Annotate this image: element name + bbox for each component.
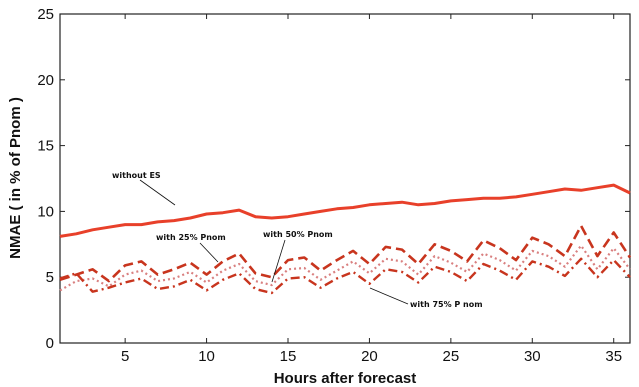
annotation-without-es-pointer [139, 179, 176, 206]
y-tick-label: 0 [46, 335, 54, 352]
x-axis-label: Hours after forecast [274, 370, 417, 387]
x-tick-label: 35 [605, 348, 622, 365]
series-layer [59, 183, 632, 295]
series-line-with-50-pnom [59, 244, 631, 292]
series-line-with-75-p-nom [59, 257, 631, 295]
series-line-without-es [59, 183, 631, 238]
y-tick-label: 15 [37, 138, 54, 155]
series-line-with-25-pnom [59, 224, 632, 283]
annotation-75-pnom: with 75% P nom [410, 300, 483, 309]
x-tick-label: 15 [280, 348, 297, 365]
x-tick-label: 20 [361, 348, 378, 365]
y-tick-label: 5 [46, 269, 54, 286]
y-axis-ticks: 0 5 10 15 20 25 [37, 6, 630, 352]
y-axis-label: NMAE ( in % of Pnom ) [7, 97, 24, 259]
annotation-25-pnom-pointer [199, 242, 219, 263]
annotation-50-pnom-pointer [271, 239, 286, 283]
y-tick-label: 10 [37, 203, 54, 220]
x-tick-label: 10 [198, 348, 215, 365]
annotation-50-pnom: with 50% Pnom [263, 230, 333, 239]
x-tick-label: 5 [121, 348, 129, 365]
x-axis-ticks: 5 10 15 20 25 30 35 [121, 14, 622, 365]
annotation-75-pnom-pointer [369, 287, 409, 305]
annotation-25-pnom: with 25% Pnom [156, 233, 226, 242]
x-tick-label: 30 [524, 348, 541, 365]
annotation-without-es: without ES [112, 171, 161, 180]
x-tick-label: 25 [443, 348, 460, 365]
y-tick-label: 20 [37, 72, 54, 89]
y-tick-label: 25 [37, 6, 54, 23]
